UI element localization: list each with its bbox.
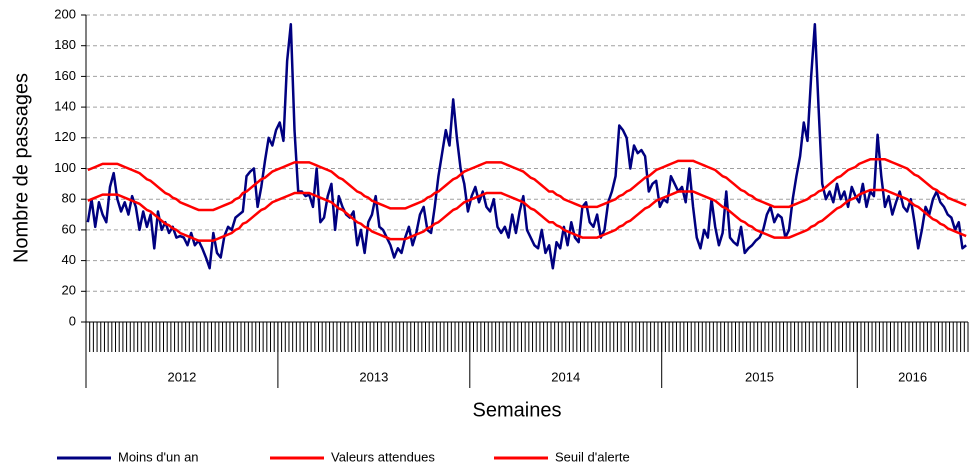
y-tick-label: 180 xyxy=(54,37,76,52)
y-tick-label: 20 xyxy=(62,283,76,298)
x-group-label: 2016 xyxy=(898,369,927,384)
y-tick-label: 60 xyxy=(62,221,76,236)
legend-label: Seuil d'alerte xyxy=(555,449,630,464)
legend-label: Valeurs attendues xyxy=(331,449,435,464)
y-tick-label: 40 xyxy=(62,252,76,267)
y-tick-label: 200 xyxy=(54,6,76,21)
y-tick-label: 0 xyxy=(69,313,76,328)
y-tick-label: 120 xyxy=(54,129,76,144)
series-line xyxy=(87,158,967,212)
y-tick-label: 160 xyxy=(54,68,76,83)
x-group-label: 2013 xyxy=(359,369,388,384)
legend-label: Moins d'un an xyxy=(118,449,199,464)
x-group-label: 2014 xyxy=(551,369,580,384)
series-line xyxy=(86,22,967,270)
y-axis-label: Nombre de passages xyxy=(10,73,32,263)
x-group-label: 2012 xyxy=(167,369,196,384)
series-line xyxy=(87,188,967,242)
y-tick-label: 100 xyxy=(54,160,76,175)
y-tick-label: 140 xyxy=(54,99,76,114)
y-tick-label: 80 xyxy=(62,191,76,206)
x-axis-label: Semaines xyxy=(473,399,562,421)
x-group-label: 2015 xyxy=(745,369,774,384)
